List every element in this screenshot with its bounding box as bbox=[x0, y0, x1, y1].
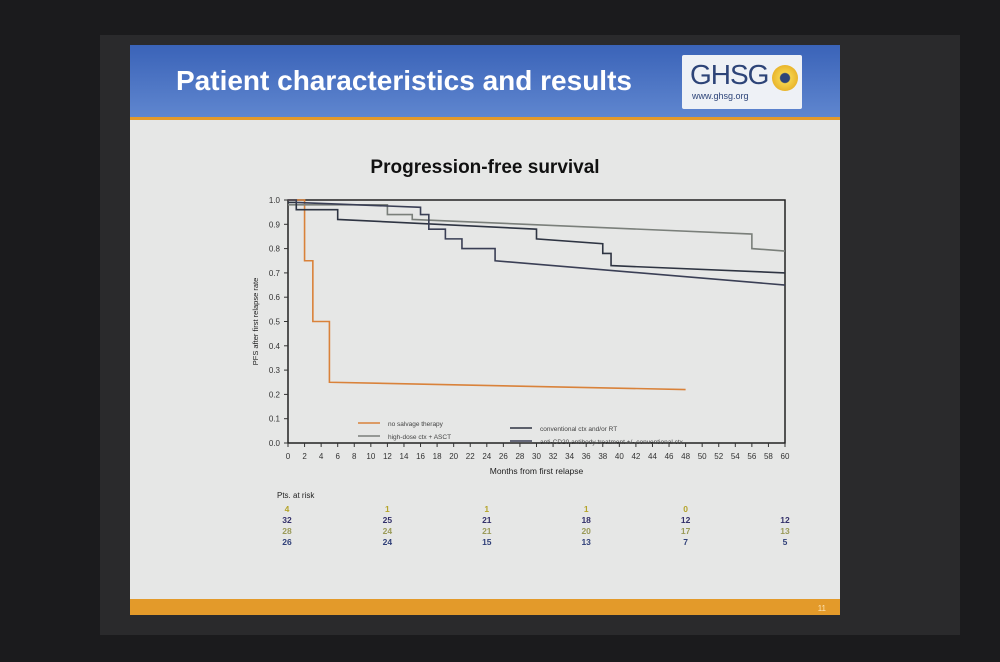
page-number: 11 bbox=[817, 604, 826, 613]
at-risk-value: 21 bbox=[482, 515, 492, 525]
at-risk-value: 1 bbox=[385, 504, 390, 514]
ghsg-logo: GHSG www.ghsg.org bbox=[682, 55, 802, 109]
x-tick-label: 0 bbox=[286, 452, 291, 461]
legend-label: high-dose ctx + ASCT bbox=[388, 434, 451, 441]
y-tick-label: 0.9 bbox=[269, 220, 281, 229]
x-tick-label: 48 bbox=[681, 452, 690, 461]
at-risk-value: 32 bbox=[282, 515, 292, 525]
x-tick-label: 18 bbox=[433, 452, 442, 461]
x-tick-label: 58 bbox=[764, 452, 773, 461]
at-risk-value: 5 bbox=[783, 537, 788, 547]
y-tick-label: 0.4 bbox=[269, 342, 281, 351]
y-tick-label: 1.0 bbox=[269, 196, 281, 205]
x-tick-label: 12 bbox=[383, 452, 392, 461]
x-tick-label: 24 bbox=[482, 452, 491, 461]
at-risk-value: 24 bbox=[383, 526, 393, 536]
x-tick-label: 6 bbox=[335, 452, 340, 461]
series-line-1 bbox=[288, 204, 786, 252]
pfs-chart: 0.00.10.20.30.40.50.60.70.80.91.00 2 4 6 8 10… bbox=[251, 196, 790, 547]
x-tick-label: 16 bbox=[416, 452, 425, 461]
x-tick-label: 26 bbox=[499, 452, 508, 461]
at-risk-label: Pts. at risk bbox=[277, 491, 315, 500]
x-tick-label: 54 bbox=[731, 452, 740, 461]
slide: Patient characteristics and results GHSG… bbox=[130, 45, 840, 615]
slide-header: Patient characteristics and results GHSG… bbox=[130, 45, 840, 120]
x-tick-label: 8 bbox=[352, 452, 357, 461]
x-tick-label: 2 bbox=[302, 452, 307, 461]
y-tick-label: 0.7 bbox=[269, 269, 281, 278]
legend-label: anti-CD20 antibody treatment +/- convent… bbox=[540, 439, 684, 446]
at-risk-value: 13 bbox=[581, 537, 591, 547]
at-risk-value: 18 bbox=[581, 515, 591, 525]
x-tick-label: 46 bbox=[665, 452, 674, 461]
x-tick-label: 52 bbox=[714, 452, 723, 461]
seal-icon bbox=[772, 65, 798, 91]
x-tick-label: 10 bbox=[366, 452, 375, 461]
chart-title: Progression-free survival bbox=[370, 157, 600, 178]
at-risk-value: 13 bbox=[780, 526, 790, 536]
x-axis-label: Months from first relapse bbox=[490, 466, 584, 476]
x-tick-label: 4 bbox=[319, 452, 324, 461]
at-risk-value: 15 bbox=[482, 537, 492, 547]
x-tick-label: 42 bbox=[631, 452, 640, 461]
at-risk-value: 26 bbox=[282, 537, 292, 547]
slide-footer: 11 bbox=[130, 599, 840, 615]
x-tick-label: 22 bbox=[466, 452, 475, 461]
y-tick-label: 0.5 bbox=[269, 318, 281, 327]
y-tick-label: 0.8 bbox=[269, 245, 281, 254]
logo-url: www.ghsg.org bbox=[692, 91, 749, 101]
at-risk-value: 25 bbox=[383, 515, 393, 525]
y-axis-label: PFS after first relapse rate bbox=[251, 278, 260, 366]
at-risk-value: 12 bbox=[780, 515, 790, 525]
x-tick-label: 44 bbox=[648, 452, 657, 461]
at-risk-value: 7 bbox=[683, 537, 688, 547]
series-line-3 bbox=[288, 199, 786, 286]
at-risk-value: 28 bbox=[282, 526, 292, 536]
at-risk-value: 20 bbox=[581, 526, 591, 536]
logo-text: GHSG bbox=[690, 59, 769, 90]
legend-label: no salvage therapy bbox=[388, 421, 444, 428]
x-tick-label: 56 bbox=[747, 452, 756, 461]
x-tick-label: 34 bbox=[565, 452, 574, 461]
x-tick-label: 14 bbox=[400, 452, 409, 461]
y-tick-label: 0.3 bbox=[269, 366, 281, 375]
x-tick-label: 30 bbox=[532, 452, 541, 461]
series-line-2 bbox=[288, 201, 786, 274]
x-tick-label: 28 bbox=[515, 452, 524, 461]
legend-label: conventional ctx and/or RT bbox=[540, 426, 617, 433]
at-risk-value: 12 bbox=[681, 515, 691, 525]
at-risk-value: 0 bbox=[683, 504, 688, 514]
x-tick-label: 36 bbox=[582, 452, 591, 461]
x-tick-label: 20 bbox=[449, 452, 458, 461]
x-tick-label: 32 bbox=[549, 452, 558, 461]
at-risk-value: 21 bbox=[482, 526, 492, 536]
y-tick-label: 0.6 bbox=[269, 293, 281, 302]
y-tick-label: 0.2 bbox=[269, 390, 281, 399]
at-risk-value: 24 bbox=[383, 537, 393, 547]
slide-title: Patient characteristics and results bbox=[176, 65, 632, 96]
x-tick-label: 38 bbox=[598, 452, 607, 461]
y-tick-label: 0.0 bbox=[269, 439, 281, 448]
at-risk-value: 17 bbox=[681, 526, 691, 536]
x-tick-label: 50 bbox=[698, 452, 707, 461]
at-risk-value: 1 bbox=[484, 504, 489, 514]
at-risk-value: 1 bbox=[584, 504, 589, 514]
x-tick-label: 40 bbox=[615, 452, 624, 461]
x-tick-label: 60 bbox=[781, 452, 790, 461]
y-tick-label: 0.1 bbox=[269, 415, 281, 424]
at-risk-value: 4 bbox=[285, 504, 290, 514]
